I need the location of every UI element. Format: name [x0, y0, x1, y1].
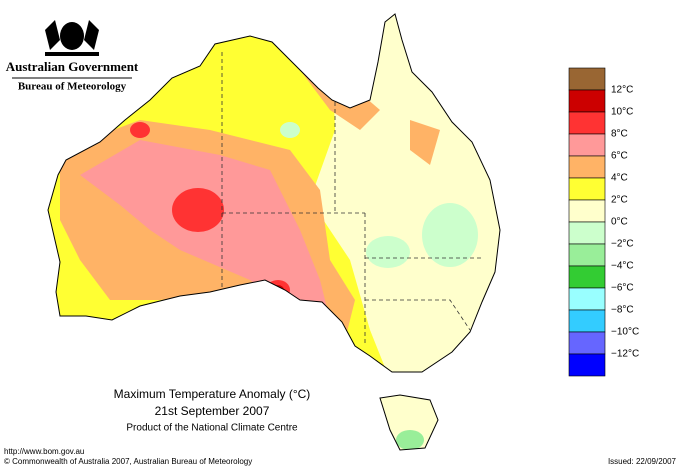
state-borders [221, 52, 482, 345]
legend-swatch [568, 67, 606, 91]
legend-label: −2°C [611, 239, 634, 250]
legend-label: 12°C [611, 85, 633, 96]
legend-swatch [568, 221, 606, 245]
legend: 12°C 10°C 8°C 6°C 4°C 2°C 0°C −2°C −4°C −6°C −8°C −… [568, 67, 639, 377]
legend-swatch [568, 331, 606, 355]
legend-swatch [568, 111, 606, 135]
coat-of-arms [45, 20, 99, 56]
legend-swatch [568, 309, 606, 333]
legend-swatch [568, 155, 606, 179]
agency-name: Australian Government [6, 59, 139, 74]
bureau-name: Bureau of Meteorology [18, 81, 127, 93]
legend-swatch [568, 287, 606, 311]
legend-label: −8°C [611, 305, 634, 316]
legend-label: 4°C [611, 173, 628, 184]
map-date: 21st September 2007 [155, 404, 270, 418]
legend-label: −6°C [611, 283, 634, 294]
legend-swatch [568, 133, 606, 157]
legend-label: 0°C [611, 217, 628, 228]
legend-label: 2°C [611, 195, 628, 206]
legend-swatch [568, 199, 606, 223]
map-title: Maximum Temperature Anomaly (°C) [114, 387, 311, 401]
map-product: Product of the National Climate Centre [126, 423, 298, 434]
footer-issued: Issued: 22/09/2007 [608, 457, 677, 466]
footer-copyright: © Commonwealth of Australia 2007, Austra… [4, 457, 252, 466]
legend-swatch [568, 177, 606, 201]
legend-swatch [568, 89, 606, 113]
legend-label: 8°C [611, 129, 628, 140]
anomaly-fill [48, 14, 500, 450]
legend-label: −10°C [611, 327, 639, 338]
legend-swatch [568, 353, 606, 377]
legend-label: 6°C [611, 151, 628, 162]
legend-label: −12°C [611, 349, 639, 360]
legend-swatch [568, 243, 606, 267]
coastline [47, 13, 501, 451]
footer-url: http://www.bom.gov.au [4, 447, 84, 456]
legend-label: 10°C [611, 107, 633, 118]
legend-label: −4°C [611, 261, 634, 272]
legend-swatch [568, 265, 606, 289]
